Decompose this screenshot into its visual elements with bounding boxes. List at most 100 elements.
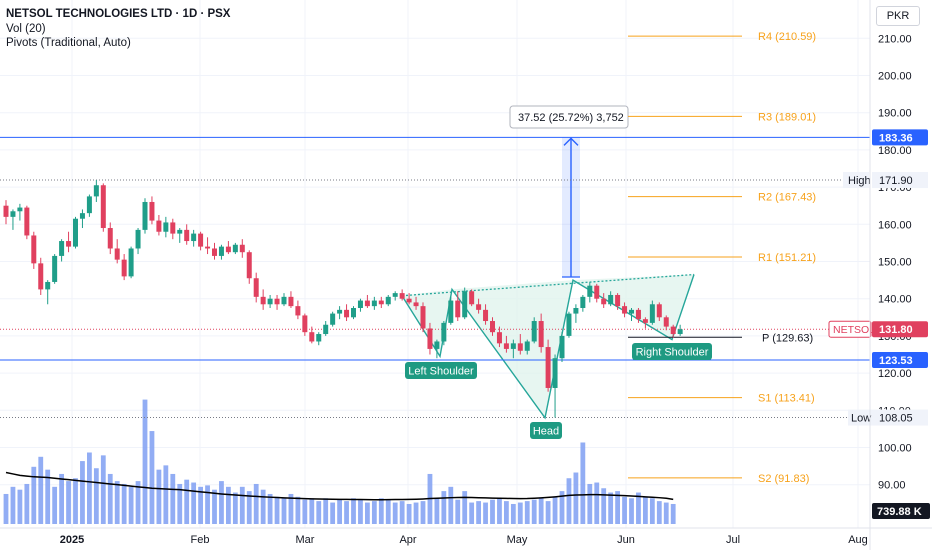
volume-bar (476, 501, 481, 524)
symbol-tag-bg (828, 320, 872, 338)
currency-button[interactable]: PKR (876, 6, 920, 26)
candle-body (357, 300, 363, 308)
candle-body (455, 300, 461, 318)
volume-indicator-label[interactable]: Vol (20) (6, 23, 46, 35)
low-label: Low (851, 413, 871, 425)
candle-body (420, 306, 426, 329)
volume-bar (365, 502, 370, 524)
candle-body (316, 334, 322, 342)
high-label-bg (843, 172, 869, 189)
volume-bar (302, 499, 308, 524)
candle-body (267, 298, 273, 305)
volume-bar (246, 491, 252, 524)
high-value: 171.90 (879, 175, 913, 187)
pivot-label-p: P (129.63) (762, 332, 813, 344)
measure-label-box (509, 105, 629, 129)
candle-body (73, 218, 78, 247)
measure-label: 37.52 (25.72%) 3,752 (518, 112, 624, 124)
volume-bar (107, 473, 113, 524)
volume-bar (253, 483, 259, 524)
volume-bar (121, 483, 127, 524)
last-price-badge: 131.80 (879, 324, 913, 336)
candle-body (483, 309, 489, 322)
volume-bar (629, 498, 634, 524)
volume-bar (198, 486, 203, 524)
candle-body (232, 244, 238, 253)
head-label: Head (530, 422, 562, 439)
volume-bar (156, 469, 162, 524)
candle-body (205, 246, 211, 249)
volume-bar (594, 482, 600, 524)
pattern-outline (401, 274, 695, 420)
high-value-bg (872, 172, 928, 189)
price-tick-label: 190.00 (878, 108, 912, 120)
volume-badge: 739.88 K (877, 506, 922, 518)
pivots-indicator-label[interactable]: Pivots (Traditional, Auto) (6, 37, 131, 49)
candle-body (10, 211, 16, 217)
candle-body (86, 196, 92, 214)
volume-bar (267, 493, 273, 524)
volume-bar (441, 491, 447, 524)
candle-body (142, 201, 148, 230)
price-tick-label: 210.00 (878, 33, 912, 45)
candle-body (114, 248, 120, 260)
candle-body (649, 304, 655, 323)
volume-bar (580, 442, 586, 524)
volume-bar (510, 503, 516, 524)
volume-bar (323, 498, 329, 524)
low-value-bg (872, 409, 928, 426)
volume-bar (128, 486, 134, 524)
candle-body (24, 207, 30, 236)
level-badge: 123.53 (879, 355, 913, 367)
right-shoulder-label-text: Right Shoulder (636, 347, 709, 359)
volume-bar (205, 485, 210, 524)
volume-bar (656, 501, 662, 524)
symbol-title[interactable]: NETSOL TECHNOLOGIES LTD · 1D · PSX (6, 8, 231, 20)
left-shoulder-label-box (405, 362, 477, 379)
volume-bar (552, 496, 558, 524)
low-label-bg (848, 409, 872, 426)
candle-body (59, 241, 65, 256)
candle-body (323, 324, 329, 335)
candle-body (351, 308, 356, 318)
volume-bar (670, 503, 676, 524)
volume-bar (420, 501, 426, 524)
candle-body (399, 293, 405, 299)
high-label: High (848, 175, 871, 187)
volume-bar (232, 492, 238, 524)
candle-body (517, 343, 523, 351)
volume-bar (59, 473, 64, 524)
volume-bar (114, 481, 120, 524)
volume-bar (378, 498, 384, 524)
symbol-tag: NETSOL (833, 324, 875, 336)
candle-body (246, 252, 252, 279)
candle-body (191, 233, 197, 242)
level-badge-bg (872, 351, 928, 368)
pivot-label: R2 (167.43) (758, 192, 816, 204)
candle-body (566, 313, 572, 336)
left-shoulder-label: Left Shoulder (405, 362, 477, 379)
candle-body (496, 332, 502, 344)
candle-body (635, 309, 641, 320)
candle-body (476, 304, 482, 310)
candle-body (622, 306, 628, 314)
candle-body (79, 213, 85, 219)
volume-bar (601, 488, 607, 524)
pivot-label: R1 (151.21) (758, 252, 816, 264)
volume-bar (212, 489, 217, 524)
volume-bar (531, 499, 537, 524)
price-tick-label: 160.00 (878, 219, 912, 231)
volume-bar (559, 491, 565, 524)
candle-body (413, 302, 419, 307)
volume-bar (10, 486, 16, 524)
volume-bar (615, 491, 620, 524)
candle-body (66, 241, 72, 247)
candle-body (371, 300, 377, 307)
volume-bar (455, 499, 461, 524)
candle-body (552, 358, 558, 388)
candle-body (573, 308, 579, 314)
candle-body (177, 229, 183, 234)
volume-bar (295, 496, 301, 524)
candle-body (594, 285, 600, 299)
